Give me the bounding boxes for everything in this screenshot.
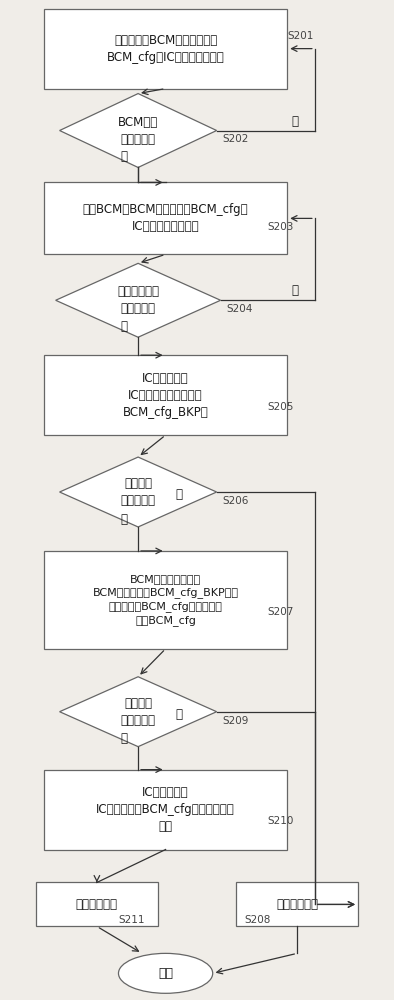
FancyBboxPatch shape (36, 882, 158, 926)
Text: 更换BCM：BCM发送初始报BCM_cfg，
IC接收后停止备份。: 更换BCM：BCM发送初始报BCM_cfg， IC接收后停止备份。 (83, 203, 248, 233)
Text: 是: 是 (121, 513, 128, 526)
Text: S206: S206 (223, 496, 249, 506)
FancyBboxPatch shape (236, 882, 358, 926)
Text: 正常执行：BCM发送正常报文
BCM_cfg，IC接收后周期备份: 正常执行：BCM发送正常报文 BCM_cfg，IC接收后周期备份 (107, 34, 225, 64)
Text: S202: S202 (223, 134, 249, 144)
Text: 提示是否
正常执行？: 提示是否 正常执行？ (121, 697, 156, 727)
Text: 否: 否 (176, 708, 183, 721)
Polygon shape (59, 677, 217, 747)
Text: 提示是否
正常执行？: 提示是否 正常执行？ (121, 477, 156, 507)
Text: S203: S203 (268, 222, 294, 232)
Text: S204: S204 (227, 304, 253, 314)
FancyBboxPatch shape (44, 770, 287, 850)
Text: S211: S211 (119, 915, 145, 925)
Text: S210: S210 (268, 816, 294, 826)
Text: 提示刷写成功: 提示刷写成功 (76, 898, 118, 911)
Text: 是: 是 (121, 732, 128, 745)
Text: 否: 否 (176, 488, 183, 501)
Polygon shape (59, 457, 217, 527)
Text: 是否请求重新
刷写配置？: 是否请求重新 刷写配置？ (117, 285, 159, 315)
Text: S208: S208 (244, 915, 271, 925)
Text: 否: 否 (292, 115, 299, 128)
Text: 是: 是 (121, 150, 128, 163)
Text: 是: 是 (121, 320, 128, 333)
Text: S205: S205 (268, 402, 294, 412)
Text: BCM重新刷写配置：
BCM根据接收的BCM_cfg_BKP改写
自己的报文BCM_cfg，之后正常
发送BCM_cfg: BCM重新刷写配置： BCM根据接收的BCM_cfg_BKP改写 自己的报文BC… (93, 574, 239, 626)
Text: S201: S201 (287, 31, 314, 41)
Text: S207: S207 (268, 607, 294, 617)
FancyBboxPatch shape (44, 182, 287, 254)
Text: S209: S209 (223, 716, 249, 726)
Text: BCM是否
需要更换？: BCM是否 需要更换？ (118, 116, 158, 146)
FancyBboxPatch shape (44, 9, 287, 89)
Ellipse shape (119, 953, 213, 993)
Text: 提示刷写失败: 提示刷写失败 (276, 898, 318, 911)
Text: IC接收请求；
IC发送之前的备份报文
BCM_cfg_BKP。: IC接收请求； IC发送之前的备份报文 BCM_cfg_BKP。 (123, 372, 208, 419)
Text: 退出: 退出 (158, 967, 173, 980)
Text: 否: 否 (292, 284, 299, 297)
FancyBboxPatch shape (44, 355, 287, 435)
FancyBboxPatch shape (44, 551, 287, 649)
Polygon shape (56, 263, 221, 337)
Text: IC正常接收；
IC接收到正常BCM_cfg时，改为备份
状态: IC正常接收； IC接收到正常BCM_cfg时，改为备份 状态 (96, 786, 235, 833)
Polygon shape (59, 94, 217, 167)
